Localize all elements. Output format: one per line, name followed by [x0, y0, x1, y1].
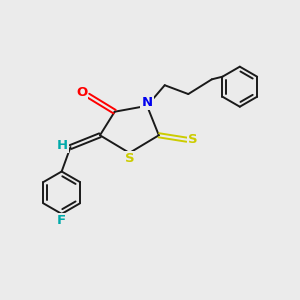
Text: O: O	[76, 86, 87, 99]
Text: S: S	[124, 152, 134, 165]
Text: N: N	[142, 96, 153, 110]
Text: H: H	[57, 139, 68, 152]
Text: F: F	[57, 214, 66, 227]
Text: S: S	[188, 133, 198, 146]
